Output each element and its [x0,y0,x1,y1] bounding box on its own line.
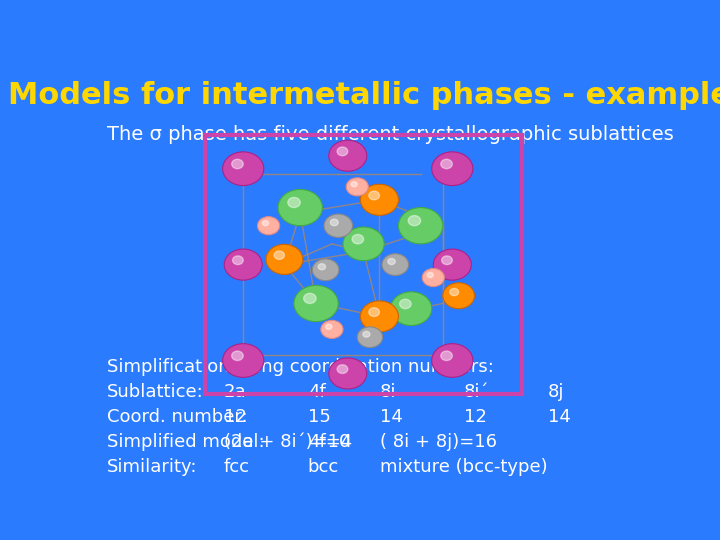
Text: ( 8i + 8j)=16: ( 8i + 8j)=16 [380,433,498,451]
Circle shape [357,327,382,348]
Circle shape [266,245,303,274]
Circle shape [441,256,452,265]
Circle shape [325,325,332,329]
Circle shape [432,152,473,186]
Circle shape [232,159,243,168]
Circle shape [330,219,338,226]
Circle shape [443,283,474,309]
Text: 4f=4: 4f=4 [307,433,352,451]
Circle shape [422,268,444,287]
Text: 12: 12 [224,408,247,426]
Circle shape [382,254,408,275]
Circle shape [432,343,473,377]
Text: Models for intermetallic phases - example: Models for intermetallic phases - exampl… [7,82,720,111]
Text: Simplified model:: Simplified model: [107,433,264,451]
Text: Coord. number:: Coord. number: [107,408,248,426]
Circle shape [312,259,339,281]
Circle shape [321,320,343,339]
Circle shape [361,301,398,332]
Circle shape [369,308,379,316]
Circle shape [222,343,264,377]
Circle shape [329,140,366,171]
Circle shape [274,251,284,259]
Circle shape [427,273,433,278]
Text: 8j: 8j [547,383,564,401]
Circle shape [441,351,452,361]
Circle shape [343,227,384,261]
Text: Sublattice:: Sublattice: [107,383,204,401]
Circle shape [346,178,369,196]
Text: 2a: 2a [224,383,246,401]
Text: 12: 12 [464,408,487,426]
Circle shape [388,259,395,265]
Text: 8i´: 8i´ [464,383,490,401]
Circle shape [329,358,366,389]
Text: 14: 14 [547,408,570,426]
Circle shape [441,159,452,168]
Circle shape [352,234,364,244]
Circle shape [222,152,264,186]
Circle shape [408,215,420,226]
Circle shape [258,217,279,235]
Text: 4f: 4f [307,383,325,401]
Circle shape [288,198,300,207]
Circle shape [369,191,379,200]
Circle shape [318,264,325,270]
Text: bcc: bcc [307,458,339,476]
Circle shape [304,293,316,303]
Circle shape [262,221,269,226]
Text: fcc: fcc [224,458,250,476]
Text: mixture (bcc-type): mixture (bcc-type) [380,458,548,476]
Circle shape [433,249,472,280]
Text: Simplification using coordination numbers:: Simplification using coordination number… [107,358,494,376]
Text: 8i: 8i [380,383,397,401]
Circle shape [224,249,262,280]
Circle shape [278,190,323,226]
Circle shape [361,184,398,215]
Circle shape [294,285,338,322]
Circle shape [233,256,243,265]
Circle shape [337,364,348,374]
Circle shape [232,351,243,361]
Circle shape [398,207,443,244]
Circle shape [400,299,411,309]
Circle shape [337,147,348,156]
Text: 15: 15 [307,408,330,426]
Text: Similarity:: Similarity: [107,458,197,476]
Circle shape [390,292,432,326]
Circle shape [363,332,370,337]
Text: 14: 14 [380,408,403,426]
Text: The σ phase has five different crystallographic sublattices: The σ phase has five different crystallo… [107,125,673,144]
Text: (2a + 8i´)=10: (2a + 8i´)=10 [224,433,350,451]
Circle shape [351,182,357,187]
Circle shape [324,214,353,238]
Circle shape [450,288,459,296]
